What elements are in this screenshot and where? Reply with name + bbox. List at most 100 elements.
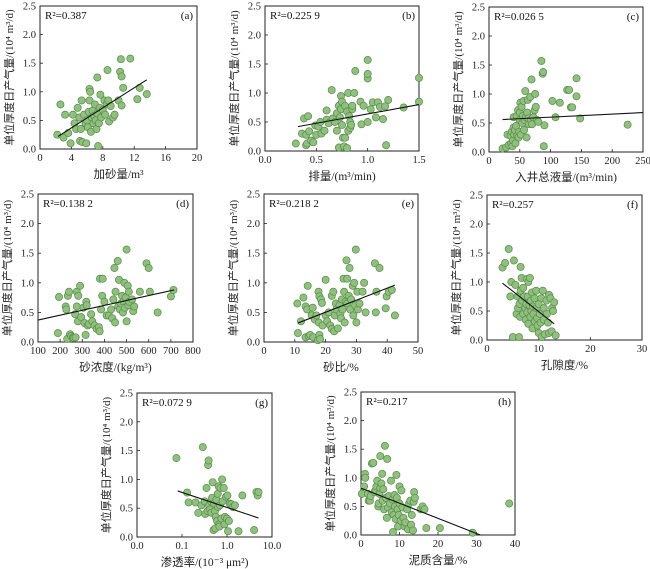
plot-frame xyxy=(360,391,516,536)
data-point xyxy=(379,115,388,124)
panel-h: 0.0 0.5 1.0 1.5 2.0 2.5 0 10 20 30 40 R²=0.217 (h) 泥质… xyxy=(323,388,520,568)
r2-label: R²=0.218 2 xyxy=(269,198,319,210)
x-tick-label: 20 xyxy=(192,153,203,164)
y-tick-label: 1.0 xyxy=(248,89,261,100)
fit-line xyxy=(502,112,644,121)
r2-label: R²=0.072 9 xyxy=(142,397,192,409)
data-point xyxy=(309,138,318,147)
y-tick-label: 1.0 xyxy=(472,90,485,101)
data-point xyxy=(144,264,153,272)
x-tick-label: 50 xyxy=(413,346,424,357)
y-tick-label: 1.0 xyxy=(344,473,357,484)
data-point xyxy=(520,126,529,134)
data-point xyxy=(61,110,70,119)
data-point xyxy=(322,106,331,115)
data-point xyxy=(62,305,71,314)
data-point xyxy=(106,102,115,111)
data-point xyxy=(407,511,416,519)
data-point xyxy=(85,96,94,105)
data-point xyxy=(95,327,104,336)
plot-frame xyxy=(136,392,273,538)
data-point xyxy=(551,331,560,340)
x-axis-title: 加砂量/m³ xyxy=(93,168,144,181)
data-point xyxy=(409,526,417,535)
x-tick-label: 30 xyxy=(471,539,482,550)
x-tick-label: 500 xyxy=(119,346,135,357)
x-tick-label: 0.1 xyxy=(175,541,188,552)
data-point xyxy=(71,333,80,342)
y-tick-label: 1.5 xyxy=(248,60,261,71)
x-tick-label: 10.0 xyxy=(263,541,281,552)
data-point xyxy=(76,281,85,290)
data-point xyxy=(111,287,120,296)
y-tick-label: 1.5 xyxy=(472,61,485,72)
x-tick-label: 0 xyxy=(358,539,363,550)
x-tick-label: 40 xyxy=(382,346,393,357)
data-point xyxy=(124,287,133,296)
y-tick-label: 0.0 xyxy=(344,531,357,542)
data-point xyxy=(525,273,534,282)
x-tick-label: 100 xyxy=(30,346,46,357)
plot-frame xyxy=(264,5,420,152)
data-point xyxy=(540,121,549,130)
data-point xyxy=(350,89,359,97)
data-point xyxy=(506,292,515,301)
data-point xyxy=(218,475,227,484)
data-point xyxy=(291,139,300,148)
data-point xyxy=(361,473,370,482)
data-point xyxy=(299,293,308,302)
x-tick-label: 10 xyxy=(394,539,405,550)
y-tick-label: 0.0 xyxy=(248,147,261,158)
plot-frame xyxy=(37,193,194,343)
data-point xyxy=(548,97,557,105)
data-point xyxy=(348,101,357,110)
data-point xyxy=(338,120,346,129)
y-tick-label: 1.5 xyxy=(344,445,357,456)
data-point xyxy=(505,499,514,508)
x-tick-label: 20 xyxy=(320,346,331,357)
data-point xyxy=(515,333,523,342)
x-tick-label: 0.0 xyxy=(130,541,143,552)
x-tick-label: 0 xyxy=(261,346,266,357)
data-point xyxy=(110,264,119,272)
x-tick-label: 800 xyxy=(185,346,201,357)
fit-line xyxy=(177,490,259,519)
data-point xyxy=(293,329,302,338)
data-point xyxy=(340,318,349,327)
data-point xyxy=(333,324,342,333)
y-tick-label: 0.5 xyxy=(120,504,133,515)
y-tick-label: 0.0 xyxy=(247,338,260,349)
data-point xyxy=(321,275,330,284)
data-point xyxy=(116,55,125,64)
data-point xyxy=(343,144,352,153)
data-point xyxy=(371,113,380,122)
x-tick-label: 0 xyxy=(484,344,489,355)
y-axis-title: 单位厚度日产气量/(10⁴ m³/d) xyxy=(2,9,16,146)
data-point xyxy=(539,68,548,76)
y-tick-label: 0.5 xyxy=(248,118,261,129)
x-tick-label: 12 xyxy=(129,153,140,164)
x-tick-label: 0 xyxy=(486,156,491,167)
y-tick-label: 0.0 xyxy=(470,336,483,347)
x-tick-label: 250 xyxy=(635,156,650,167)
x-tick-label: 1.5 xyxy=(412,155,425,166)
data-point xyxy=(501,258,510,267)
r2-label: R²=0.387 xyxy=(45,10,87,22)
x-tick-label: 400 xyxy=(97,346,113,357)
data-point xyxy=(130,302,139,311)
data-point xyxy=(81,330,90,339)
x-axis-title: 渗透率/(10⁻³ μm²) xyxy=(161,555,249,569)
y-axis-title: 单位厚度日产气量/(10⁴ m³/d) xyxy=(0,199,14,336)
data-point xyxy=(392,470,401,479)
panel-tag: (f) xyxy=(627,199,638,211)
data-point xyxy=(208,478,217,487)
data-point xyxy=(202,484,211,492)
data-point xyxy=(93,73,102,82)
panel-tag: (b) xyxy=(402,10,415,22)
r2-label: R²=0.257 xyxy=(492,199,534,211)
x-axis-title: 砂浓度/(kg/m³) xyxy=(79,360,152,374)
x-tick-label: 0.0 xyxy=(258,155,271,166)
panel-d: 0.0 0.5 1.0 1.5 2.0 2.5 100 200 300 400 500 600 700 8… xyxy=(0,190,201,375)
data-point xyxy=(366,105,375,114)
panel-tag: (g) xyxy=(255,397,268,409)
